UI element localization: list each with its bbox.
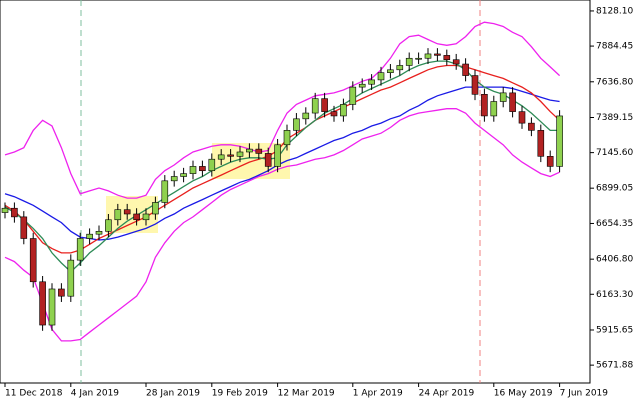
candle-body [368, 79, 375, 85]
candle-body [170, 176, 178, 182]
candle-body [518, 111, 526, 124]
candle-body [443, 55, 451, 60]
x-tick-label: 11 Dec 2018 [5, 389, 63, 399]
candle-body [114, 209, 122, 221]
candle-body [199, 166, 206, 172]
candle-body [39, 281, 46, 326]
x-tick-label: 7 Jun 2019 [560, 389, 609, 399]
indicator-line [4, 21, 561, 199]
candle-body [396, 65, 404, 71]
candle-body [424, 53, 432, 59]
candle-body [311, 98, 319, 114]
candle-body [217, 154, 225, 160]
candle-body [415, 57, 422, 60]
candle-body [76, 238, 84, 261]
candle-body [264, 153, 272, 167]
candle-body [236, 151, 244, 157]
candle-body [405, 57, 413, 66]
candle-body [142, 213, 150, 221]
candle-body [227, 154, 234, 157]
candle-body [349, 86, 357, 105]
candle-body [509, 92, 516, 112]
candle-body [95, 230, 103, 235]
candle-body [152, 202, 159, 215]
x-tick-label: 28 Jan 2019 [146, 389, 200, 399]
candle-body [377, 72, 385, 81]
y-tick-label: 5915.65 [596, 325, 633, 335]
candle-body [58, 288, 65, 297]
y-tick-label: 6654.35 [596, 219, 633, 229]
candle-body [123, 209, 131, 215]
candle-body [180, 173, 187, 177]
plot-layer [1, 21, 563, 342]
y-tick-label: 7145.60 [596, 148, 633, 158]
candle-body [330, 111, 338, 117]
candle-body [546, 156, 554, 167]
x-tick-label: 16 May 2019 [494, 389, 553, 399]
candle-body [358, 83, 366, 88]
candle-body [293, 118, 300, 131]
candle-body [462, 63, 469, 76]
y-tick-label: 6163.30 [596, 290, 633, 300]
x-tick-label: 1 Apr 2019 [353, 389, 403, 399]
y-tick-label: 7389.15 [596, 113, 633, 123]
plot-frame [0, 0, 591, 384]
candle-body [20, 216, 28, 239]
candle-body [11, 207, 18, 218]
candle-body [161, 180, 169, 203]
candle-body [29, 238, 37, 283]
candle-body [434, 53, 441, 56]
candle-body [283, 130, 291, 146]
candle-body [274, 144, 281, 167]
candle-body [189, 166, 197, 174]
y-tick-label: 5671.88 [596, 361, 633, 371]
candle-body [208, 158, 216, 172]
y-tick-label: 7884.45 [596, 42, 633, 52]
x-tick-label: 24 Apr 2019 [419, 389, 475, 399]
indicator-line [4, 108, 560, 342]
candle-body [340, 104, 347, 117]
candle-body [499, 92, 507, 102]
candle-body [105, 219, 112, 232]
candle-body [528, 122, 535, 131]
candle-body [481, 94, 488, 117]
y-tick-label: 8128.10 [596, 6, 633, 16]
candle-body [302, 112, 310, 120]
candle-body [556, 115, 563, 167]
candle-body [452, 59, 460, 65]
x-tick-label: 4 Jan 2019 [71, 389, 119, 399]
candle-body [387, 69, 394, 73]
candle-body [537, 130, 545, 157]
y-tick-label: 7636.80 [596, 77, 633, 87]
candle-body [86, 233, 93, 239]
x-tick-label: 19 Feb 2019 [212, 389, 268, 399]
candle-body [48, 288, 56, 326]
x-tick-label: 12 Mar 2019 [278, 389, 335, 399]
candle-body [67, 259, 75, 297]
candle-body [246, 148, 253, 153]
y-tick-label: 6406.80 [596, 255, 633, 265]
candle-body [133, 213, 140, 221]
y-tick-label: 6899.05 [596, 184, 633, 194]
candle-body [321, 98, 328, 112]
candle-body [490, 101, 498, 117]
candle-body [471, 75, 479, 95]
candle-body [255, 148, 263, 154]
candle-body [1, 207, 9, 213]
